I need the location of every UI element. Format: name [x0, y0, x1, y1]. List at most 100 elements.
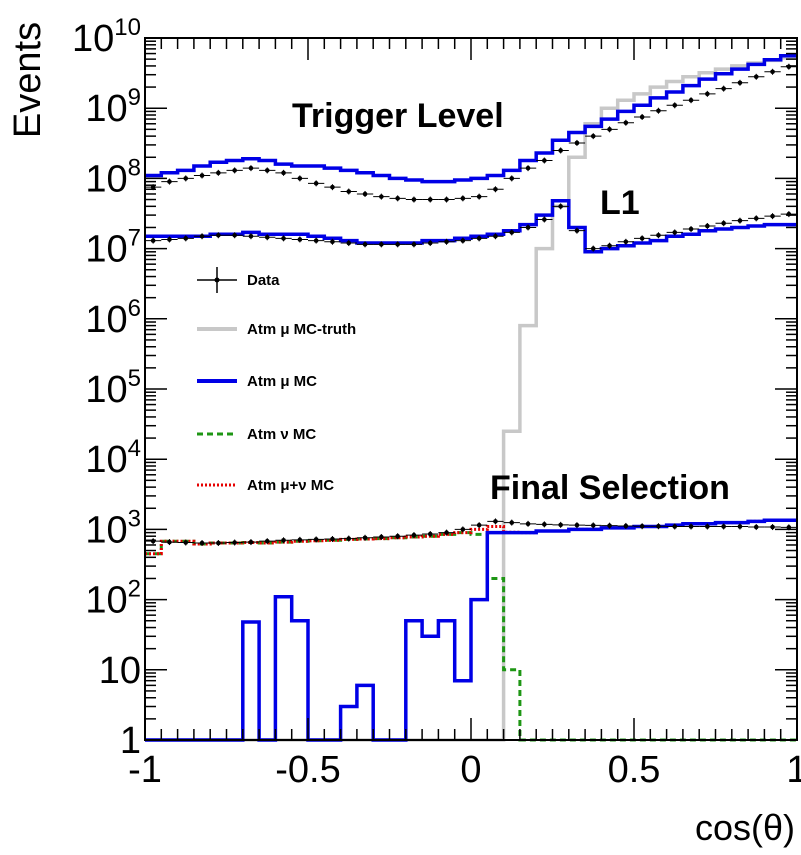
data-point	[248, 539, 254, 545]
data-point	[232, 232, 237, 238]
data-point	[688, 524, 694, 529]
x-tick-label: 1	[786, 749, 801, 791]
y-tick-label: 10	[99, 650, 141, 692]
y-tick-label: 102	[85, 576, 141, 622]
annotation-final-selection: Final Selection	[490, 469, 730, 507]
data-point	[444, 197, 449, 202]
data-point	[574, 140, 580, 146]
legend-label-mc-truth: Atm μ MC-truth	[247, 321, 356, 338]
data-point	[590, 133, 596, 139]
data-point	[264, 538, 270, 544]
y-tick-label: 109	[85, 84, 141, 130]
y-tick-label: 106	[85, 295, 141, 341]
data-point	[705, 223, 710, 229]
data-point	[558, 148, 563, 153]
data-point	[786, 525, 792, 530]
data-point	[411, 242, 417, 247]
data-point	[281, 236, 286, 241]
data-point	[379, 534, 384, 540]
data-point	[688, 97, 694, 103]
data-point	[705, 524, 710, 529]
data-point	[639, 114, 645, 120]
data-point	[476, 236, 482, 241]
data-point	[199, 540, 205, 546]
data-point	[264, 168, 270, 173]
data-point	[607, 127, 612, 132]
data-point	[770, 213, 775, 219]
series-atm-mc-trigger-level	[145, 53, 797, 184]
data-point	[476, 194, 482, 199]
data-point	[639, 523, 645, 529]
plot-area	[145, 53, 797, 742]
data-point	[297, 537, 303, 543]
y-tick-label: 103	[85, 505, 141, 551]
legend-entry-atm-mu-nu-mc: Atm μ+ν MC	[197, 477, 334, 494]
axis-ticks	[144, 37, 798, 741]
data-point	[721, 220, 726, 226]
data-point	[264, 234, 270, 240]
series-data-final-selection	[145, 518, 797, 547]
data-point	[183, 236, 189, 241]
data-point	[379, 242, 384, 247]
legend: Data Atm μ MC-truth Atm μ MC Atm ν MC At…	[197, 267, 356, 494]
legend-entry-atm-mu-mc: Atm μ MC	[197, 373, 317, 390]
data-point	[509, 230, 515, 235]
data-point	[493, 519, 498, 524]
data-point	[493, 233, 498, 239]
data-point	[167, 237, 172, 242]
data-point	[770, 69, 775, 75]
series-atm-mc-l1	[145, 199, 797, 254]
data-point	[330, 239, 335, 245]
data-point	[216, 540, 221, 546]
data-point	[542, 217, 547, 222]
data-point	[737, 524, 743, 529]
data-point	[656, 232, 661, 238]
data-point	[460, 238, 466, 243]
annotation-trigger-level: Trigger Level	[292, 97, 504, 135]
data-point	[542, 158, 547, 163]
data-point	[395, 196, 400, 201]
data-point	[525, 225, 531, 230]
data-point	[330, 536, 335, 542]
legend-label-atm-mu-nu-mc: Atm μ+ν MC	[247, 477, 334, 494]
data-point	[216, 232, 221, 238]
data-point	[525, 165, 531, 171]
data-point	[199, 233, 205, 239]
data-point	[346, 536, 352, 541]
legend-entry-data: Data	[197, 267, 280, 293]
data-point	[607, 523, 612, 528]
x-axis-label: cos(θ)	[695, 807, 795, 848]
data-point	[688, 226, 694, 232]
y-tick-label: 105	[85, 365, 141, 411]
data-point	[167, 179, 172, 184]
data-point	[216, 170, 221, 176]
data-point	[444, 530, 449, 535]
legend-label-atm-nu-mc: Atm ν MC	[247, 426, 316, 443]
data-point	[379, 194, 384, 199]
y-axis-label: Events	[7, 22, 49, 138]
y-tick-labels: 1 10 102 103 104 105 106 107 108 109 1010	[72, 14, 141, 762]
data-point	[672, 102, 678, 108]
data-point	[509, 520, 515, 525]
data-point	[183, 540, 189, 545]
data-point	[395, 533, 400, 539]
x-tick-label: -1	[128, 749, 162, 791]
data-point	[150, 184, 156, 190]
x-tick-labels: -1 -0.5 0 0.5 1	[128, 749, 801, 791]
data-point	[362, 191, 368, 197]
data-point	[460, 196, 466, 201]
data-point	[183, 176, 189, 181]
x-tick-label: 0	[460, 749, 481, 791]
data-point	[753, 524, 759, 530]
data-point	[395, 242, 400, 247]
y-tick-label: 104	[85, 435, 141, 481]
data-point	[753, 74, 759, 80]
data-point	[542, 522, 547, 527]
data-point	[525, 521, 531, 527]
data-point	[493, 186, 498, 192]
series-atm-mc-final-selection	[145, 518, 797, 742]
data-point	[232, 540, 237, 545]
data-point	[623, 523, 629, 529]
data-point	[427, 240, 433, 246]
legend-entry-atm-nu-mc: Atm ν MC	[197, 426, 316, 443]
